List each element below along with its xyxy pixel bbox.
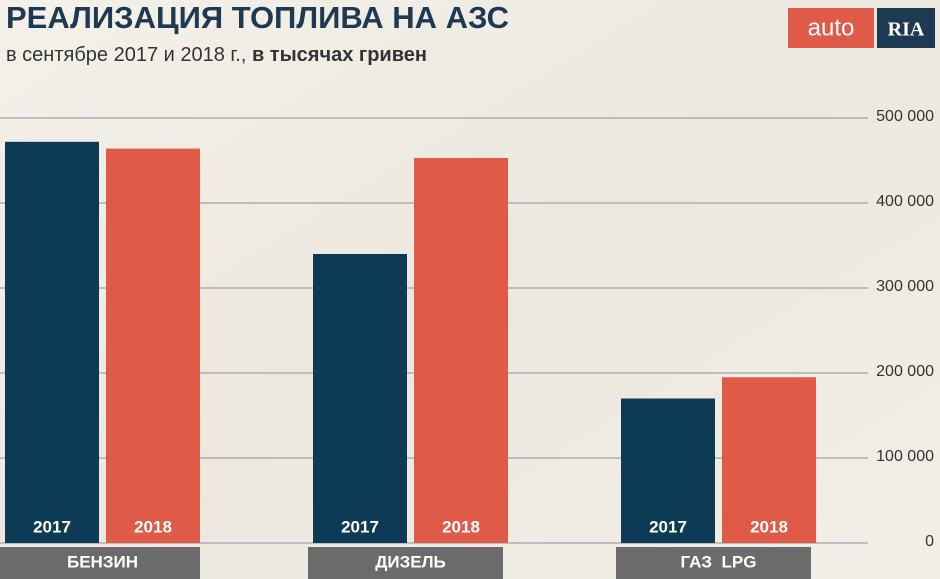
subtitle: в сентябре 2017 и 2018 г., [6,44,246,66]
bar [414,157,508,543]
y-tick-label: 500 000 [876,108,934,125]
category-box [308,547,503,579]
x-tick-label: ГАЗ LPG [681,552,757,571]
chart-title: РЕАЛИЗАЦИЯ ТОПЛИВА НА АЗС [6,0,509,35]
y-tick-label: 200 000 [876,363,934,380]
x-tick-label: ДИЗЕЛЬ [375,552,445,571]
series-label: 2018 [134,517,172,536]
y-tick-label: 100 000 [876,448,934,465]
logo: auto RIA [788,8,935,48]
logo-text: auto [808,14,855,41]
category-box [0,547,200,579]
y-tick-label: 300 000 [876,278,934,295]
subtitle-bold: в тысячах гривен [252,44,427,66]
bar [313,254,407,543]
logo-box [877,8,935,48]
category-box [616,547,811,579]
logo-text: RIA [888,19,925,41]
series-label: 2017 [33,517,71,536]
series-label: 2017 [649,517,687,536]
bar [722,377,816,543]
x-tick-label: БЕНЗИН [67,552,138,571]
y-tick-label: 400 000 [876,193,934,210]
series-label: 2017 [341,517,379,536]
series-label: 2018 [750,517,788,536]
logo-box [788,8,874,48]
bar [106,148,200,543]
bar [5,141,99,544]
chart-subtitle: в сентябре 2017 и 2018 г., в тысячах гри… [6,44,427,66]
series-label: 2018 [442,517,480,536]
bar [621,398,715,543]
y-tick-label: 0 [925,533,934,550]
